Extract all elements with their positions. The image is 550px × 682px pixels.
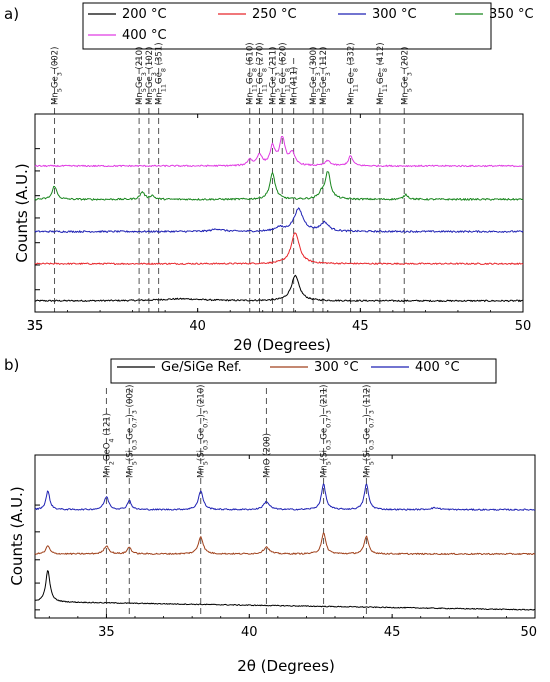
series-line bbox=[34, 532, 536, 556]
reference-line-label: Mn5Ge3 (002) bbox=[51, 47, 64, 105]
legend-entry: 200 °C bbox=[122, 7, 167, 22]
reference-line-label: Mn5(Si0.3Ge0.7)3 (002) bbox=[125, 385, 138, 479]
reference-line-label: Mn5Ge3 (112) bbox=[319, 47, 332, 105]
series-line bbox=[34, 570, 536, 611]
panel-a-plot-area bbox=[34, 113, 524, 313]
x-tick-label: 35 bbox=[98, 625, 115, 640]
reference-line-label: Mn11Ge8 (620) bbox=[278, 42, 291, 105]
reference-line-label: Mn11Ge8 (412) bbox=[376, 42, 389, 105]
x-tick-label: 50 bbox=[515, 319, 532, 334]
reference-line-label: Mn5Ge3 (300) bbox=[309, 47, 322, 105]
panel-a-y-axis-label: Counts (A.U.) bbox=[13, 163, 31, 262]
reference-line-label: Mn (411) bbox=[290, 67, 300, 105]
panel-a-x-axis-label: 2θ (Degrees) bbox=[233, 336, 331, 354]
panel-b-y-axis-label: Counts (A.U.) bbox=[8, 486, 26, 585]
panel-b-label: b) bbox=[4, 356, 19, 374]
series-line bbox=[34, 483, 536, 511]
panel-a-label: a) bbox=[4, 5, 19, 23]
series-line bbox=[34, 207, 524, 233]
reference-line-label: Mn11Ge8 (610) bbox=[246, 42, 259, 105]
reference-line-label: Mn5Ge3 (210) bbox=[135, 47, 148, 105]
panel-b: b) Ge/SiGe Ref. 300 °C 400 °C Mn2GeO4 (121… bbox=[4, 356, 537, 675]
series-line bbox=[34, 171, 524, 201]
panel-b-legend bbox=[110, 358, 497, 384]
reference-line-label: Mn5(Si0.3Ge0.7)3 (211) bbox=[320, 385, 333, 479]
reference-line-label: Mn5(Si0.3Ge0.7)3 (112) bbox=[362, 385, 375, 479]
x-tick-label: 45 bbox=[384, 625, 401, 640]
panel-a-legend bbox=[82, 2, 492, 50]
legend-entry: 400 °C bbox=[122, 28, 167, 43]
x-tick-label: 40 bbox=[189, 319, 206, 334]
legend-entry: 250 °C bbox=[252, 7, 297, 22]
series-line bbox=[34, 232, 524, 265]
series-line bbox=[34, 274, 524, 303]
x-tick-label: 35 bbox=[27, 319, 44, 334]
x-tick-label: 45 bbox=[352, 319, 369, 334]
reference-line-label: Mn5(Si0.3Ge0.7)3 (210) bbox=[197, 385, 210, 479]
reference-line-label: MnO (200) bbox=[262, 433, 272, 478]
reference-line-label: Mn11Ge8 (332) bbox=[347, 42, 360, 105]
legend-entry: 400 °C bbox=[415, 360, 460, 375]
panel-b-x-axis-label: 2θ (Degrees) bbox=[237, 657, 335, 675]
legend-entry: Ge/SiGe Ref. bbox=[161, 360, 242, 375]
legend-entry: 300 °C bbox=[314, 360, 359, 375]
reference-line-label: Mn11Ge8 (351) bbox=[155, 42, 168, 105]
reference-line-label: Mn2GeO4 (121) bbox=[102, 413, 115, 478]
reference-line-label: Mn5Ge3 (211) bbox=[268, 47, 281, 105]
legend-entry: 350 °C bbox=[489, 7, 534, 22]
reference-line-label: Mn5Ge3 (102) bbox=[145, 47, 158, 105]
x-tick-label: 35 bbox=[27, 319, 44, 334]
reference-line-label: Mn11Ge8 (270) bbox=[255, 42, 268, 105]
x-tick-label: 40 bbox=[241, 625, 258, 640]
x-tick-label: 50 bbox=[520, 625, 537, 640]
series-line bbox=[34, 135, 524, 168]
legend-entry: 300 °C bbox=[372, 7, 417, 22]
reference-line-label: Mn5Ge3 (202) bbox=[400, 47, 413, 105]
panel-b-plot-area bbox=[34, 454, 536, 619]
panel-a: a) 200 °C 250 °C 300 °C 350 °C 400 °C Mn5Ge3… bbox=[4, 2, 534, 354]
